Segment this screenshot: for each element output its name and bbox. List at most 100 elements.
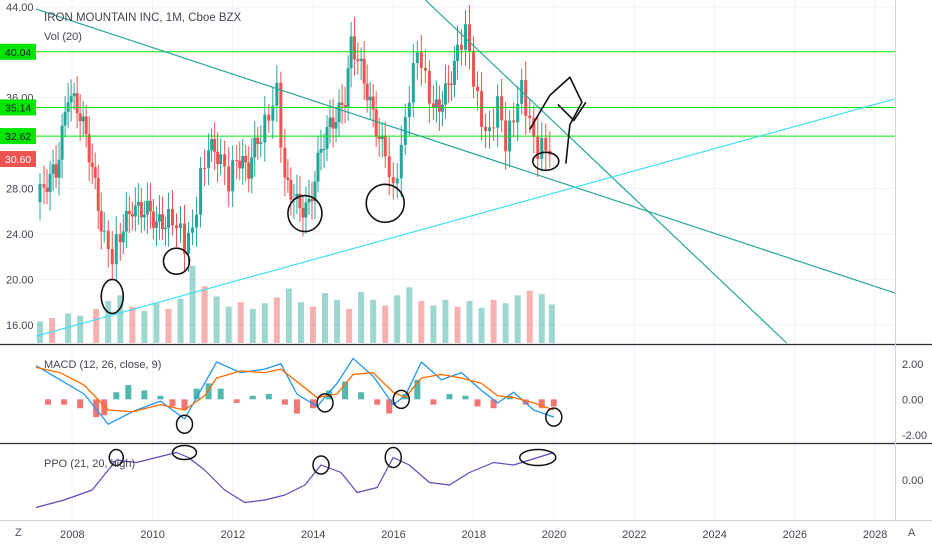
candle-body [75, 93, 79, 114]
candle-body [328, 117, 332, 128]
macd-histogram-bar [293, 399, 300, 414]
candle-body [160, 214, 164, 230]
candle-body [210, 138, 214, 151]
macd-histogram-bar [217, 388, 224, 400]
candle-body [512, 120, 516, 123]
ppo-annotation-circle [519, 448, 557, 467]
auto-scale-z-button[interactable]: Z [15, 527, 22, 539]
price-axis-tick: 44.00 [6, 2, 34, 14]
price-axis-tick: 24.00 [6, 229, 34, 241]
candle-body [110, 249, 114, 265]
volume-bar [177, 298, 184, 343]
candle-body [38, 184, 42, 203]
volume-bar [273, 297, 280, 343]
candle-body [544, 137, 548, 151]
volume-bar [105, 300, 112, 343]
annotation-circle [100, 278, 125, 315]
price-tag-label: 40.04 [5, 47, 31, 59]
macd-histogram-bar [490, 399, 497, 409]
volume-legend: Vol (20) [44, 31, 82, 43]
candle-body [195, 214, 199, 228]
macd-histogram-bar [386, 399, 393, 414]
candle-body [154, 221, 158, 228]
chart-title: IRON MOUNTAIN INC, 1M, Cboe BZX [44, 12, 242, 24]
candle-body [223, 154, 227, 167]
ppo-annotation-circle [108, 448, 125, 467]
candle-body [337, 102, 341, 123]
x-axis-tick: 2028 [863, 529, 887, 541]
price-tag-label: 32.62 [5, 131, 31, 143]
volume-bar [93, 308, 100, 343]
volume-bar [261, 303, 268, 343]
auto-scale-a-button[interactable]: A [908, 527, 916, 539]
candle-body [60, 125, 64, 160]
macd-histogram-bar [358, 392, 365, 400]
candle-body [500, 96, 504, 121]
volume-bar [478, 307, 485, 343]
candle-body [295, 193, 299, 200]
volume-bar [213, 296, 220, 343]
macd-histogram-bar [474, 399, 481, 407]
price-tag-bg [0, 43, 36, 60]
candle-body [213, 138, 217, 152]
macd-annotation-circle [316, 393, 334, 413]
annotation-circle [531, 151, 560, 172]
candle-body [419, 52, 423, 68]
candle-body [415, 52, 419, 64]
volume-bar [454, 306, 461, 343]
candle-body [99, 210, 103, 232]
candle-body [452, 60, 456, 85]
candle-body [359, 58, 363, 62]
candle-body [263, 114, 267, 143]
candle-body [289, 179, 293, 200]
candle-body [411, 63, 415, 103]
volume-bar [490, 299, 497, 343]
candle-body [238, 160, 242, 169]
candle-body [440, 104, 444, 112]
volume-bar [322, 293, 329, 343]
volume-bar [418, 300, 425, 343]
x-axis-tick: 2008 [60, 529, 84, 541]
candle-body [81, 116, 85, 122]
candle-body [145, 200, 149, 215]
candle-body [124, 210, 128, 232]
volume-bar [77, 315, 84, 343]
volume-bar [129, 306, 136, 343]
volume-bar [49, 318, 56, 343]
candle-body [72, 93, 76, 97]
volume-bar [382, 305, 389, 343]
x-axis-tick: 2022 [622, 529, 646, 541]
candle-body [349, 36, 353, 69]
candle-body [298, 193, 302, 208]
candle-body [459, 44, 463, 50]
candle-body [449, 83, 453, 85]
candle-body [365, 83, 369, 101]
volume-bar [249, 308, 256, 343]
candle-body [380, 135, 384, 139]
candle-body [45, 187, 49, 192]
candle-body [187, 232, 191, 254]
volume-bar [334, 299, 341, 343]
x-axis-tick: 2026 [783, 529, 807, 541]
candle-body [368, 96, 372, 101]
macd-histogram-bar [77, 399, 84, 409]
candle-body [63, 111, 67, 126]
candle-body [307, 198, 311, 203]
candle-body [183, 223, 187, 254]
volume-bar [285, 288, 292, 343]
ppo-annotation-circle [384, 446, 402, 469]
macd-axis-tick: -2.00 [902, 430, 927, 442]
candle-body [472, 50, 476, 87]
candle-body [446, 83, 450, 85]
macd-histogram-bar [522, 399, 529, 405]
candle-body [78, 113, 82, 122]
candle-body [455, 44, 459, 61]
candle-body [118, 234, 122, 243]
volume-bar [466, 300, 473, 343]
ppo-axis-tick: 0.00 [902, 475, 923, 487]
candle-body [434, 99, 438, 107]
macd-annotation-circle [175, 414, 194, 434]
macd-histogram-bar [265, 394, 272, 400]
